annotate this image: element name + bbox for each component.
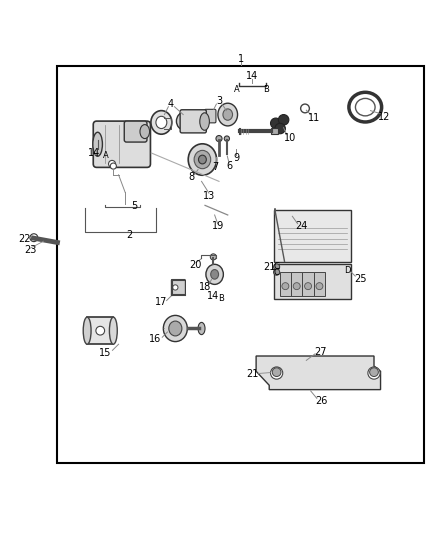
Text: D: D — [344, 266, 350, 276]
Ellipse shape — [198, 322, 205, 335]
Ellipse shape — [188, 144, 217, 175]
FancyBboxPatch shape — [180, 110, 206, 133]
Bar — [280, 272, 291, 296]
Bar — [87, 317, 113, 344]
Ellipse shape — [198, 155, 206, 164]
Text: 15: 15 — [99, 348, 112, 358]
Text: 2: 2 — [127, 230, 133, 240]
Ellipse shape — [223, 109, 233, 120]
Text: 8: 8 — [188, 173, 194, 182]
Ellipse shape — [83, 317, 91, 344]
Text: 3: 3 — [216, 96, 222, 107]
Text: 17: 17 — [155, 297, 167, 308]
Text: B: B — [263, 85, 269, 94]
Bar — [274, 264, 351, 299]
FancyBboxPatch shape — [124, 121, 147, 142]
Text: 26: 26 — [315, 396, 328, 406]
Ellipse shape — [151, 111, 172, 134]
Text: 23: 23 — [24, 245, 36, 255]
Ellipse shape — [194, 150, 211, 169]
Bar — [291, 272, 302, 296]
Text: 24: 24 — [295, 221, 307, 231]
Text: 27: 27 — [314, 346, 327, 357]
Bar — [314, 272, 325, 296]
Circle shape — [110, 163, 117, 169]
Ellipse shape — [169, 321, 182, 336]
Text: 5: 5 — [131, 201, 138, 211]
Circle shape — [293, 282, 300, 289]
Text: 14: 14 — [88, 148, 100, 158]
Ellipse shape — [218, 103, 237, 126]
Text: A: A — [234, 85, 240, 94]
Ellipse shape — [156, 116, 167, 128]
Text: C: C — [274, 262, 279, 271]
Text: C: C — [274, 268, 279, 277]
FancyBboxPatch shape — [171, 280, 185, 295]
Circle shape — [210, 254, 216, 260]
Text: 20: 20 — [190, 260, 202, 270]
Text: 22: 22 — [18, 234, 31, 244]
Circle shape — [173, 285, 178, 290]
Text: 4: 4 — [168, 99, 174, 109]
Polygon shape — [256, 356, 381, 390]
Ellipse shape — [349, 92, 381, 122]
Text: 21: 21 — [247, 369, 259, 379]
Text: 7: 7 — [212, 162, 219, 172]
Circle shape — [368, 367, 380, 379]
Ellipse shape — [177, 112, 192, 130]
FancyBboxPatch shape — [205, 109, 216, 123]
Text: 9: 9 — [233, 153, 240, 163]
Circle shape — [282, 282, 289, 289]
Bar — [302, 272, 314, 296]
Text: B: B — [218, 294, 224, 303]
Circle shape — [272, 368, 281, 376]
Circle shape — [96, 326, 105, 335]
Circle shape — [275, 123, 286, 134]
Circle shape — [316, 282, 323, 289]
Text: 11: 11 — [308, 113, 320, 123]
Ellipse shape — [110, 317, 117, 344]
Text: 1: 1 — [238, 54, 244, 64]
Ellipse shape — [140, 125, 150, 139]
Ellipse shape — [93, 132, 102, 156]
Text: 21: 21 — [264, 262, 276, 272]
Text: A: A — [102, 151, 108, 160]
Text: 14: 14 — [207, 291, 219, 301]
Text: 12: 12 — [378, 112, 390, 122]
Circle shape — [300, 104, 309, 113]
Text: 25: 25 — [354, 274, 366, 284]
Text: 19: 19 — [212, 221, 224, 231]
Circle shape — [224, 136, 230, 141]
Bar — [274, 210, 351, 262]
Text: 14: 14 — [246, 71, 258, 80]
Ellipse shape — [200, 113, 209, 130]
Circle shape — [304, 282, 311, 289]
Circle shape — [30, 234, 38, 241]
Circle shape — [216, 135, 222, 142]
Circle shape — [370, 368, 378, 376]
Text: 16: 16 — [148, 334, 161, 344]
Text: 18: 18 — [198, 282, 211, 293]
Circle shape — [274, 264, 280, 270]
Circle shape — [279, 115, 289, 125]
Ellipse shape — [206, 264, 223, 285]
Ellipse shape — [211, 270, 219, 279]
Circle shape — [274, 269, 280, 275]
Circle shape — [109, 160, 116, 167]
Text: 10: 10 — [284, 133, 296, 143]
Circle shape — [271, 367, 283, 379]
Text: 6: 6 — [226, 161, 232, 171]
FancyBboxPatch shape — [93, 121, 150, 167]
Ellipse shape — [356, 99, 375, 116]
Bar — [271, 128, 279, 134]
Ellipse shape — [163, 316, 187, 342]
Text: 13: 13 — [203, 191, 215, 201]
Bar — [57, 66, 424, 463]
Circle shape — [271, 118, 281, 128]
